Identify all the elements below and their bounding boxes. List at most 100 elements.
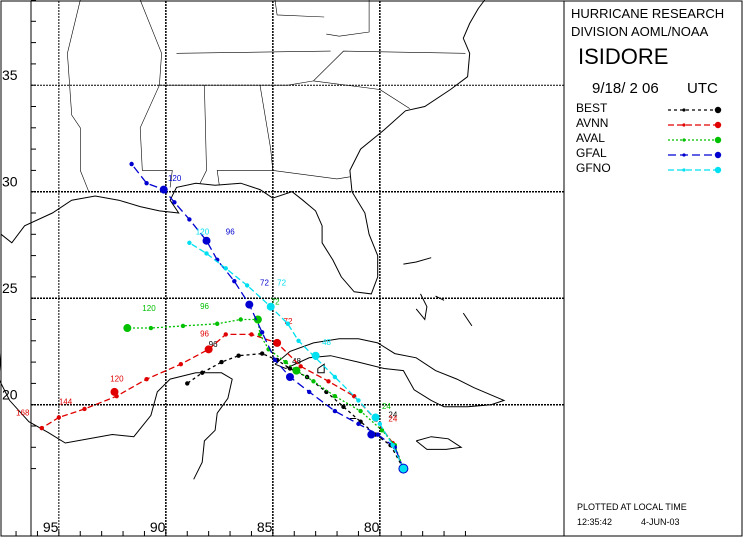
initial-position-marker bbox=[398, 463, 409, 474]
axis-tick-labels: 35 30 25 20 95 90 85 80 bbox=[2, 67, 380, 535]
forecast-hour-label: 72 bbox=[260, 278, 269, 287]
state-border bbox=[139, 0, 173, 188]
track-point-gfno bbox=[332, 374, 338, 380]
track-point-gfal bbox=[272, 357, 278, 363]
track-point-avnn bbox=[326, 379, 331, 384]
forecast-hour-label: 24 bbox=[388, 415, 397, 424]
state-border bbox=[274, 0, 325, 18]
forecast-hour-label: 120 bbox=[196, 227, 210, 236]
legend-label: AVNN bbox=[576, 116, 609, 130]
track-point-gfal bbox=[259, 330, 265, 335]
legend-dot bbox=[682, 108, 686, 112]
track-point-gfno bbox=[356, 398, 361, 403]
lon-tick-label: 85 bbox=[257, 519, 273, 535]
track-point-avnn bbox=[223, 332, 228, 337]
lon-tick-label: 95 bbox=[43, 519, 59, 535]
forecast-hour-label: 120 bbox=[168, 174, 182, 183]
track-point-gfal bbox=[187, 217, 192, 222]
lat-tick-label: 35 bbox=[2, 67, 18, 83]
coastline bbox=[415, 436, 463, 450]
track-point-gfno bbox=[223, 266, 228, 271]
lat-tick-label: 25 bbox=[2, 280, 18, 296]
track-point-avnn bbox=[56, 415, 62, 420]
track-point-gfal bbox=[307, 389, 312, 395]
legend-label: GFAL bbox=[576, 146, 607, 160]
legend-dot bbox=[714, 166, 722, 174]
track-major-point-avnn bbox=[273, 338, 282, 347]
forecast-hour-label: 120 bbox=[110, 374, 124, 383]
storm-name: ISIDORE bbox=[578, 44, 669, 69]
state-border bbox=[159, 50, 466, 86]
state-border bbox=[176, 50, 331, 54]
forecast-hour-label: 24 bbox=[382, 402, 391, 411]
track-major-point-gfno bbox=[266, 302, 275, 311]
forecast-hour-label: 72 bbox=[277, 278, 286, 287]
track-point-best bbox=[185, 381, 190, 386]
track-point-aval bbox=[180, 323, 186, 329]
forecast-hour-label: 72 bbox=[284, 317, 293, 326]
legend-dot bbox=[682, 153, 686, 157]
legend-best: BEST bbox=[576, 101, 743, 117]
track-point-aval bbox=[358, 408, 363, 414]
forecast-hour-label: 144 bbox=[59, 398, 73, 407]
legend-line-gfno bbox=[668, 166, 722, 174]
track-point-aval bbox=[311, 379, 316, 384]
track-point-avnn bbox=[178, 362, 184, 367]
legend-dot bbox=[682, 168, 686, 172]
legend-avnn: AVNN bbox=[576, 116, 743, 132]
track-point-aval bbox=[215, 321, 220, 326]
track-point-gfno bbox=[187, 240, 192, 246]
track-major-point-aval bbox=[123, 324, 132, 333]
utc-label: UTC bbox=[687, 80, 718, 97]
lon-tick-label: 90 bbox=[150, 519, 166, 535]
track-point-gfal bbox=[144, 180, 149, 186]
track-point-gfal bbox=[375, 432, 380, 437]
coastline bbox=[0, 351, 233, 480]
plotted-note: PLOTTED AT LOCAL TIME bbox=[577, 502, 687, 512]
legend-label: BEST bbox=[576, 101, 608, 115]
footer-date: 4-JUN-03 bbox=[641, 517, 680, 527]
legend-dot bbox=[714, 106, 722, 114]
state-border bbox=[216, 85, 274, 186]
coastline bbox=[462, 312, 473, 327]
legend-line-best bbox=[668, 106, 722, 114]
legend-aval: AVAL bbox=[576, 131, 743, 147]
legend-gfal: GFAL bbox=[576, 146, 743, 162]
legend-gfno: GFNO bbox=[576, 161, 743, 177]
track-point-avnn bbox=[249, 332, 254, 337]
forecast-datetime: 9/18/ 2 06 bbox=[592, 80, 659, 97]
legend-line-avnn bbox=[668, 121, 722, 129]
coastline bbox=[317, 363, 325, 374]
track-point-gfal bbox=[172, 200, 177, 205]
legend-line-gfal bbox=[668, 151, 722, 159]
track-major-point-gfal bbox=[367, 430, 376, 439]
track-point-aval bbox=[379, 428, 385, 433]
lat-lon-grid bbox=[15, 0, 564, 536]
track-major-point-gfno bbox=[311, 351, 320, 360]
track-point-aval bbox=[148, 325, 154, 331]
track-point-avnn bbox=[82, 406, 87, 412]
legend-dot bbox=[714, 121, 722, 129]
track-point-best bbox=[341, 404, 346, 410]
track-major-point-gfal bbox=[245, 300, 254, 309]
track-major-point-aval bbox=[292, 366, 301, 375]
coastline bbox=[415, 293, 428, 321]
state-border bbox=[326, 0, 370, 37]
info-panel: HURRICANE RESEARCH DIVISION AOML/NOAA IS… bbox=[564, 0, 743, 537]
coastline bbox=[0, 0, 486, 295]
coastline bbox=[403, 257, 432, 265]
track-point-best bbox=[287, 366, 293, 371]
track-point-avnn bbox=[39, 425, 44, 431]
state-border bbox=[272, 170, 350, 180]
org-line2: DIVISION AOML/NOAA bbox=[571, 24, 709, 39]
track-point-best bbox=[219, 359, 224, 365]
org-line1: HURRICANE RESEARCH bbox=[571, 6, 725, 21]
track-major-point-gfal bbox=[159, 185, 168, 194]
track-point-aval bbox=[283, 359, 288, 365]
legend-dot bbox=[714, 151, 722, 159]
track-point-gfno bbox=[296, 338, 301, 343]
track-point-best bbox=[259, 351, 265, 356]
forecast-hour-label: 96 bbox=[200, 302, 209, 311]
